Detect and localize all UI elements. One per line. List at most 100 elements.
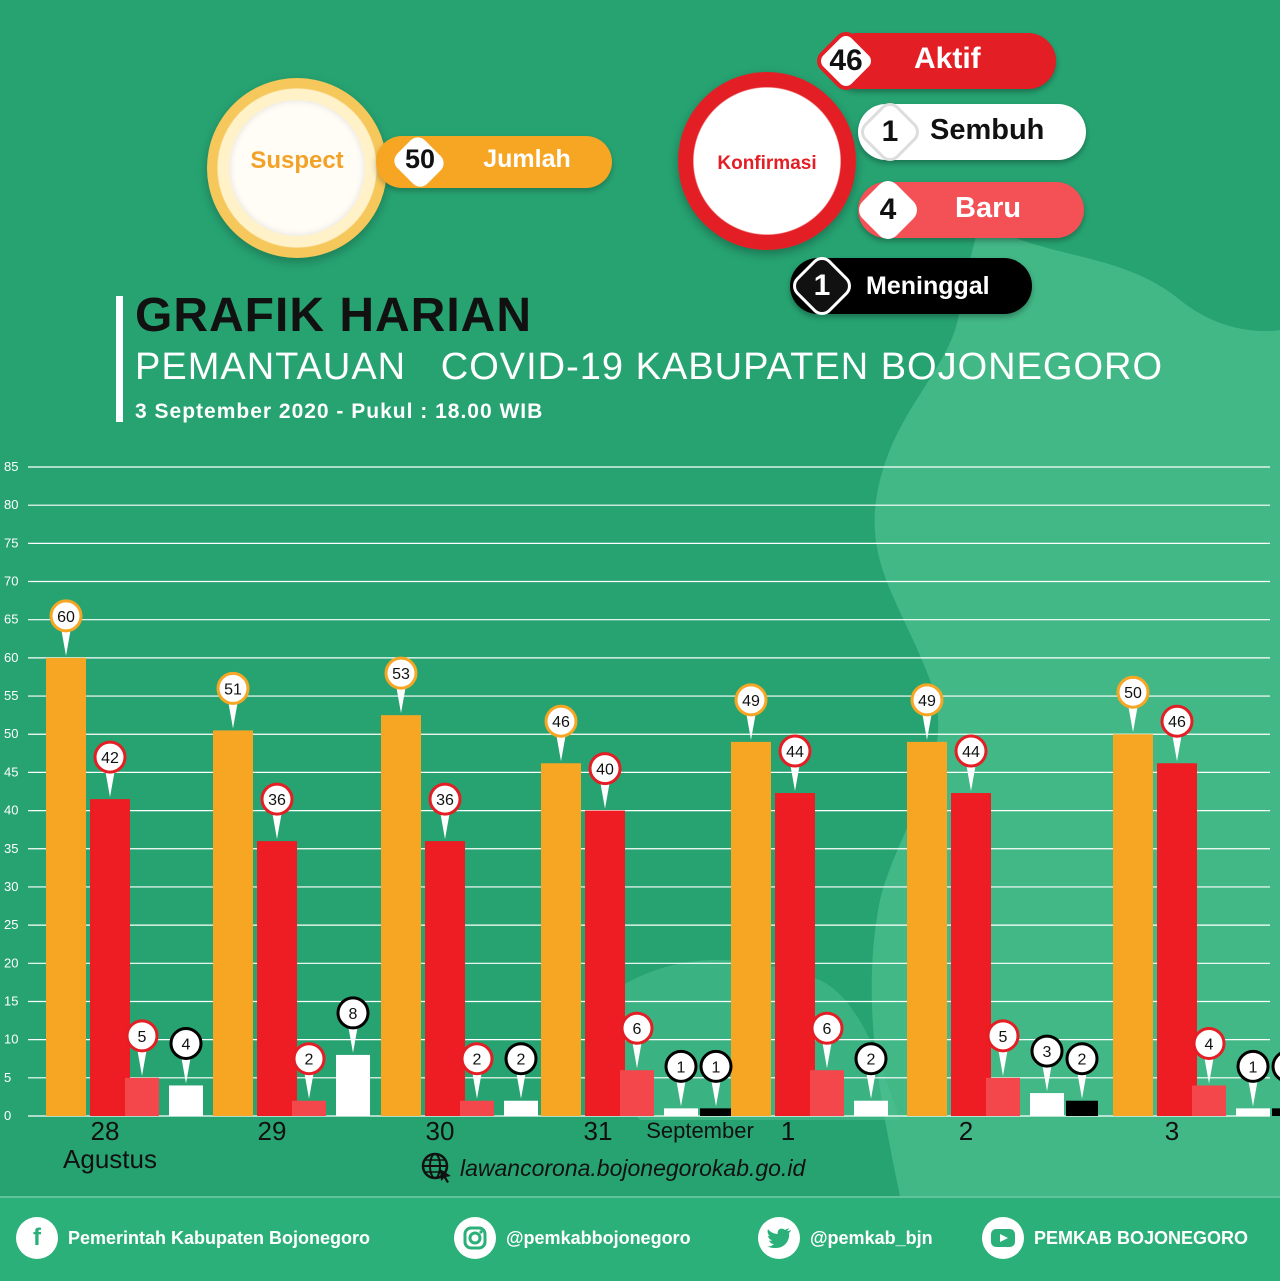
data-label: 49 (918, 693, 936, 710)
y-tick-label: 45 (4, 764, 18, 779)
x-tick-label: 29 (258, 1116, 287, 1146)
data-label: 42 (101, 750, 119, 767)
data-label-circle (910, 683, 944, 717)
suspect-count: 50 (404, 144, 436, 174)
twitter-text: @pemkab_bjn (810, 1227, 933, 1248)
instagram-text: @pemkabbojonegoro (506, 1227, 691, 1248)
data-label-pointer (137, 1047, 147, 1076)
footer-facebook[interactable]: f Pemerintah Kabupaten Bojonegoro (16, 1216, 370, 1260)
data-label: 2 (305, 1052, 314, 1069)
data-label-circle (664, 1049, 698, 1083)
data-label: 6 (823, 1021, 832, 1038)
data-label: 36 (436, 792, 454, 809)
baru-label: Baru (955, 192, 1022, 224)
data-label-pointer (1248, 1078, 1258, 1107)
data-label: 2 (517, 1052, 526, 1069)
data-label: 60 (57, 609, 75, 626)
x-tick-label: 1 (781, 1116, 795, 1146)
data-label-circle (49, 599, 83, 633)
bar (460, 1100, 494, 1116)
bar (907, 741, 947, 1116)
data-label: 8 (349, 1006, 358, 1023)
bar (213, 730, 253, 1116)
footer-instagram[interactable]: @pemkabbojonegoro (454, 1216, 691, 1260)
bar (125, 1077, 159, 1116)
bar (90, 799, 130, 1116)
bar (585, 810, 625, 1116)
data-label-circle (169, 1026, 203, 1060)
data-label-pointer (1042, 1063, 1052, 1092)
data-label-circle (986, 1019, 1020, 1053)
x-tick-label: 2 (959, 1116, 973, 1146)
bar (1113, 734, 1153, 1116)
bar (810, 1070, 844, 1116)
bar (169, 1085, 203, 1116)
data-label: 49 (742, 693, 760, 710)
data-label-circle (854, 1042, 888, 1076)
data-label: 36 (268, 792, 286, 809)
data-label-circle (954, 734, 988, 768)
data-label-pointer (272, 811, 282, 840)
data-label-pointer (304, 1070, 314, 1099)
data-label: 44 (786, 744, 804, 761)
y-tick-label: 65 (4, 612, 18, 627)
y-tick-label: 75 (4, 535, 18, 550)
data-label-pointer (866, 1070, 876, 1099)
bar (775, 793, 815, 1116)
bar (951, 793, 991, 1116)
data-label-pointer (1204, 1055, 1214, 1084)
bar (46, 657, 86, 1116)
youtube-text: PEMKAB BOJONEGORO (1034, 1227, 1249, 1248)
chart-subtitle: PEMANTAUAN COVID-19 KABUPATEN BOJONEGORO (135, 346, 1164, 388)
konfirmasi-ring (678, 72, 856, 250)
data-label-pointer (1172, 733, 1182, 762)
data-label-pointer (556, 733, 566, 762)
data-label-circle (1271, 1051, 1280, 1081)
bar (1236, 1108, 1270, 1116)
data-label: 4 (1205, 1036, 1214, 1053)
chart-date: 3 September 2020 - Pukul : 18.00 WIB (135, 400, 544, 423)
data-label-pointer (790, 763, 800, 792)
data-label-pointer (228, 700, 238, 729)
data-label-pointer (966, 763, 976, 792)
chart-bars (46, 657, 1280, 1116)
website-text: lawancorona.bojonegorokab.go.id (460, 1154, 806, 1181)
data-label: 46 (552, 714, 570, 731)
bar (257, 841, 297, 1116)
data-label: 4 (182, 1036, 191, 1053)
data-label: 2 (867, 1052, 876, 1069)
data-label-pointer (105, 769, 115, 798)
data-label: 2 (1078, 1052, 1087, 1069)
data-label-circle (1236, 1049, 1270, 1083)
footer-twitter[interactable]: @pemkab_bjn (758, 1216, 933, 1260)
data-label: 5 (138, 1029, 147, 1046)
aktif-label: Aktif (914, 42, 981, 75)
meninggal-count: 1 (813, 269, 831, 302)
bar (292, 1100, 326, 1116)
y-tick-label: 10 (4, 1032, 18, 1047)
y-tick-label: 35 (4, 841, 18, 856)
data-label-pointer (676, 1078, 686, 1107)
data-label: 5 (999, 1029, 1008, 1046)
data-label-circle (699, 1049, 733, 1083)
footer-youtube[interactable]: PEMKAB BOJONEGORO (982, 1216, 1248, 1260)
data-label: 6 (633, 1021, 642, 1038)
website-link[interactable]: lawancorona.bojonegorokab.go.id (420, 1150, 805, 1186)
youtube-icon (982, 1217, 1024, 1259)
bar (700, 1108, 732, 1116)
bar (620, 1070, 654, 1116)
x-group-label: Agustus (63, 1144, 157, 1174)
data-label-circle (428, 782, 462, 816)
data-label: 40 (596, 762, 614, 779)
data-label-circle (1116, 675, 1150, 709)
chart-title: GRAFIK HARIAN (135, 289, 532, 342)
data-label-circle (460, 1042, 494, 1076)
x-tick-label: 3 (1165, 1116, 1179, 1146)
x-tick-label: 31 (584, 1116, 613, 1146)
data-label-circle (1160, 704, 1194, 738)
instagram-icon (454, 1217, 496, 1259)
twitter-icon (758, 1217, 800, 1259)
data-label-pointer (746, 711, 756, 740)
y-tick-label: 25 (4, 917, 18, 932)
